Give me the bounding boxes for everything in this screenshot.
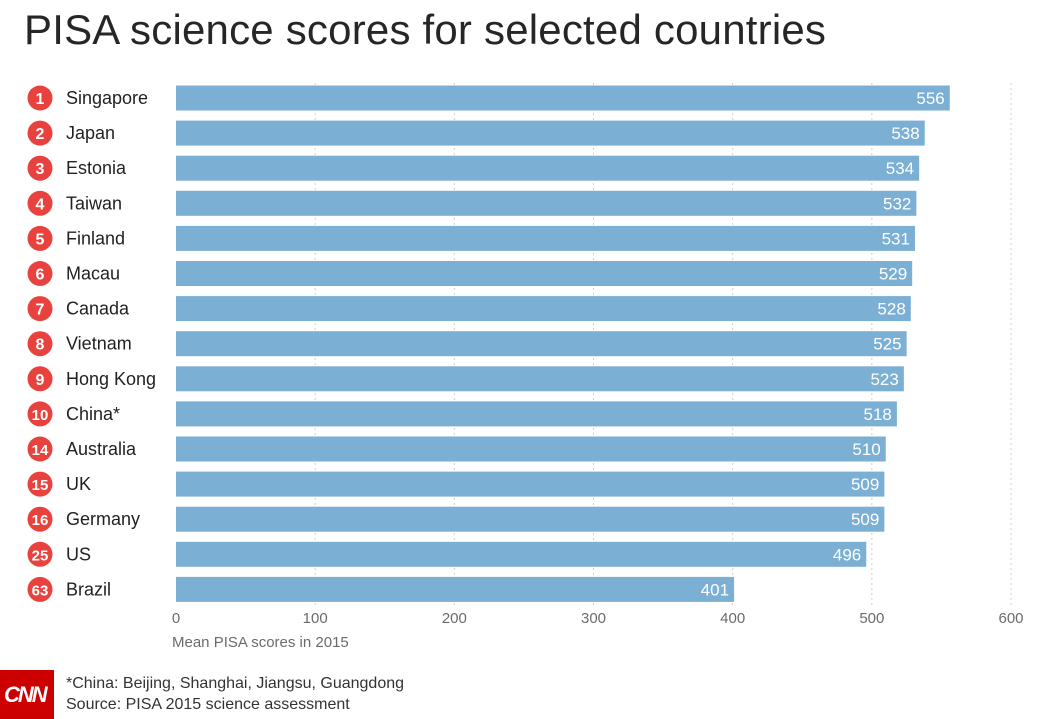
- x-tick-label: 0: [172, 610, 180, 627]
- rank-number: 63: [32, 582, 49, 599]
- country-label: UK: [66, 474, 91, 494]
- bar-value-label: 518: [864, 405, 892, 424]
- bar-value-label: 509: [851, 475, 879, 494]
- rank-badge: [27, 436, 53, 462]
- rank-badge: [27, 190, 53, 216]
- bar: [176, 120, 925, 146]
- x-tick-label: 100: [303, 610, 328, 627]
- bar: [176, 436, 886, 462]
- rank-number: 10: [32, 407, 49, 424]
- x-tick-label: 600: [998, 610, 1023, 627]
- bar-value-label: 525: [873, 335, 901, 354]
- bar: [176, 471, 885, 497]
- bar: [176, 261, 913, 286]
- rank-number: 2: [36, 126, 45, 143]
- rank-badge: [27, 541, 53, 567]
- country-label: US: [66, 544, 91, 564]
- rank-badge: [27, 296, 53, 322]
- rank-number: 6: [36, 267, 45, 284]
- rank-badge: [27, 155, 53, 181]
- country-label: Germany: [66, 509, 140, 529]
- bar-value-label: 509: [851, 510, 879, 529]
- rank-badge: [27, 366, 53, 392]
- bar-value-label: 529: [879, 265, 907, 284]
- bar: [176, 155, 920, 181]
- rank-number: 7: [36, 302, 45, 319]
- cnn-logo: CNN: [0, 670, 54, 719]
- bar: [176, 331, 907, 357]
- rank-badge: [27, 261, 53, 286]
- rank-number: 8: [36, 337, 45, 354]
- rank-badge: [27, 576, 53, 602]
- country-label: Singapore: [66, 88, 148, 108]
- rank-badge: [27, 471, 53, 497]
- rank-badge: [27, 225, 53, 251]
- bar: [176, 541, 867, 567]
- x-tick-label: 500: [859, 610, 884, 627]
- bar-value-label: 538: [891, 124, 919, 143]
- bar: [176, 296, 911, 322]
- country-label: Brazil: [66, 579, 111, 599]
- bar-value-label: 523: [870, 370, 898, 389]
- country-label: Australia: [66, 439, 137, 459]
- rank-number: 25: [32, 547, 49, 564]
- x-tick-label: 400: [720, 610, 745, 627]
- x-axis-label: Mean PISA scores in 2015: [172, 634, 349, 651]
- chart-title: PISA science scores for selected countri…: [24, 6, 827, 53]
- country-label: Vietnam: [66, 334, 132, 354]
- row-labels: 1 Singapore 2 Japan 3 Estonia 4 Taiwan 5 Finland 6…: [27, 85, 156, 602]
- rank-badge: [27, 506, 53, 532]
- rank-badge: [27, 120, 53, 146]
- bar-value-label: 532: [883, 194, 911, 213]
- bar-value-label: 534: [886, 159, 914, 178]
- rank-number: 5: [36, 231, 45, 248]
- country-label: Japan: [66, 123, 115, 143]
- rank-number: 3: [36, 161, 45, 178]
- rank-badge: [27, 331, 53, 357]
- bar-value-label: 401: [701, 580, 729, 599]
- rank-number: 14: [32, 442, 49, 459]
- bar: [176, 366, 904, 392]
- country-label: Taiwan: [66, 193, 122, 213]
- bar: [176, 225, 915, 251]
- rank-number: 1: [36, 91, 45, 108]
- country-label: Macau: [66, 264, 120, 284]
- rank-number: 4: [36, 196, 45, 213]
- bar-value-label: 531: [882, 229, 910, 248]
- country-label: Hong Kong: [66, 369, 156, 389]
- x-axis: 0 100 200 300 400 500 600: [172, 610, 1024, 627]
- rank-number: 15: [32, 477, 49, 494]
- country-label: Canada: [66, 299, 130, 319]
- country-label: Estonia: [66, 158, 127, 178]
- rank-badge: [27, 85, 53, 111]
- bar-value-label: 528: [877, 300, 905, 319]
- bar-value-label: 496: [833, 545, 861, 564]
- bar: [176, 190, 917, 216]
- source-note: Source: PISA 2015 science assessment: [66, 696, 350, 713]
- bar-chart: 5565385345325315295285255235185105095094…: [27, 83, 1024, 651]
- footnote: *China: Beijing, Shanghai, Jiangsu, Guan…: [66, 675, 405, 692]
- bar: [176, 576, 735, 602]
- bar-value-label: 556: [916, 89, 944, 108]
- country-label: Finland: [66, 228, 125, 248]
- bar-value-label: 510: [852, 440, 880, 459]
- x-tick-label: 300: [581, 610, 606, 627]
- rank-number: 9: [36, 372, 45, 389]
- rank-number: 16: [32, 512, 49, 529]
- bar: [176, 85, 950, 111]
- country-label: China*: [66, 404, 120, 424]
- bar: [176, 506, 885, 532]
- x-tick-label: 200: [442, 610, 467, 627]
- bar: [176, 401, 897, 427]
- rank-badge: [27, 401, 53, 427]
- cnn-logo-text: CNN: [4, 682, 48, 707]
- bars: 556 538 534 532 531 529 528 525 523 518 510 509 509 4…: [176, 85, 950, 602]
